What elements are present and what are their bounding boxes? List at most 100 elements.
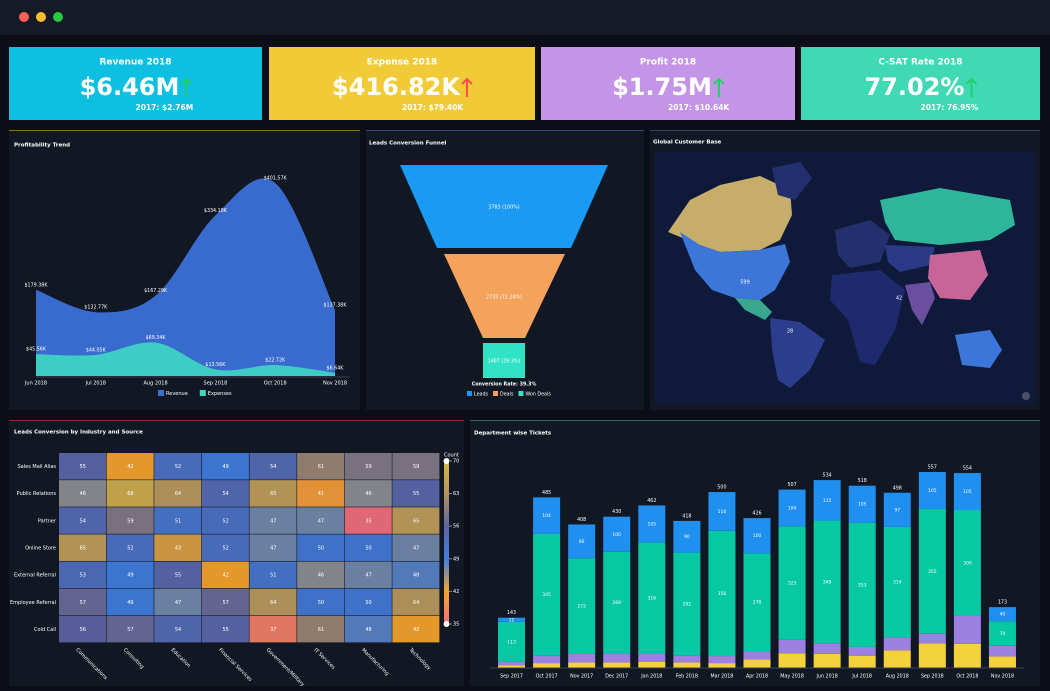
bar-segment <box>708 492 736 531</box>
bar-segment <box>848 522 876 647</box>
maximize-button[interactable] <box>53 12 63 22</box>
heat-cell <box>249 615 297 643</box>
data-label: 3783 (100%) <box>488 205 519 211</box>
funnel-stage <box>444 254 565 338</box>
cell-label: 55 <box>80 464 86 470</box>
greenland[interactable] <box>772 162 812 200</box>
bar-segment <box>673 552 701 656</box>
cell-label: 53 <box>80 573 86 579</box>
trend-arrow <box>180 77 193 97</box>
cell-label: 64 <box>413 600 419 606</box>
heat-cell <box>106 561 154 589</box>
colorbar-tick-label: 56 <box>453 524 459 530</box>
heat-cell <box>201 615 249 643</box>
map-label: 42 <box>896 296 902 302</box>
heat-cell <box>154 588 202 616</box>
africa[interactable] <box>830 270 905 365</box>
data-label: 105 <box>858 502 867 508</box>
heat-cell <box>392 534 440 561</box>
bar-segment <box>883 526 911 638</box>
cell-label: 50 <box>318 546 324 552</box>
row-label: Employee Referral <box>10 600 56 606</box>
colorbar <box>444 461 449 624</box>
data-label: 115 <box>823 498 832 504</box>
heat-cell <box>249 507 297 534</box>
russia[interactable] <box>880 188 1015 245</box>
heat-cell <box>344 480 392 507</box>
data-label: 104 <box>788 505 797 511</box>
heat-cell <box>201 588 249 616</box>
bar-segment <box>953 615 981 644</box>
bar-segment <box>533 533 561 656</box>
bar-segment <box>673 655 701 663</box>
data-label: 2733 (72.24%) <box>486 295 522 301</box>
colorbar-handle[interactable] <box>443 621 450 627</box>
trend-arrow <box>965 77 978 97</box>
total-label: 500 <box>717 485 726 491</box>
row-label: External Referral <box>14 573 56 579</box>
heat-cell <box>201 534 249 561</box>
heat-cell <box>154 453 202 480</box>
cell-label: 65 <box>270 491 276 497</box>
map-label: 28 <box>787 329 793 335</box>
x-tick-label: Aug 2018 <box>886 674 909 680</box>
cell-label: 48 <box>413 573 419 579</box>
colorbar-tick-label: 35 <box>453 622 459 628</box>
heat-cell <box>344 534 392 561</box>
cell-label: 37 <box>270 627 276 633</box>
heat-cell <box>154 480 202 507</box>
cell-label: 41 <box>318 491 324 497</box>
bar-segment <box>708 663 736 668</box>
bar-segment <box>743 659 771 668</box>
minimize-button[interactable] <box>36 12 46 22</box>
usa[interactable] <box>680 232 790 300</box>
close-button[interactable] <box>19 12 29 22</box>
china[interactable] <box>928 250 988 300</box>
total-label: 430 <box>612 509 621 515</box>
cell-label: 64 <box>270 600 276 606</box>
colorbar-handle[interactable] <box>443 458 450 464</box>
x-tick-label: Oct 2018 <box>264 381 287 387</box>
data-label: 272 <box>577 604 586 610</box>
data-label: $167.29K <box>144 288 168 294</box>
mexico[interactable] <box>735 298 772 320</box>
annotation: Conversion Rate: 39.3% <box>472 382 537 388</box>
x-tick-label: Dec 2017 <box>605 674 628 680</box>
funnel-stage <box>483 343 525 378</box>
bar-segment <box>673 662 701 668</box>
cell-label: 55 <box>175 573 181 579</box>
kpi-card <box>801 47 1040 120</box>
bar-segment <box>988 621 1016 646</box>
australia[interactable] <box>955 330 1002 368</box>
colorbar-title: Count <box>444 453 459 459</box>
cell-label: 65 <box>80 546 86 552</box>
cell-label: 55 <box>413 491 419 497</box>
central-asia[interactable] <box>885 245 935 272</box>
cell-label: 61 <box>318 464 324 470</box>
heat-cell <box>59 480 107 507</box>
cell-label: 59 <box>413 464 419 470</box>
panel-border <box>366 130 644 131</box>
heat-cell <box>392 480 440 507</box>
heat-cell <box>201 561 249 589</box>
total-label: 408 <box>577 517 586 523</box>
cell-label: 54 <box>223 491 229 497</box>
bar-segment <box>848 485 876 523</box>
india[interactable] <box>905 282 935 325</box>
cell-label: 47 <box>175 600 181 606</box>
kpi-value: $1.75M <box>612 73 712 101</box>
data-label: 356 <box>718 591 727 597</box>
canada[interactable] <box>668 176 792 252</box>
map-reset-button[interactable] <box>1022 392 1030 400</box>
x-tick-label: Jul 2018 <box>851 674 872 680</box>
south-america[interactable] <box>770 318 825 388</box>
panel-title: Profitability Trend <box>14 143 70 149</box>
data-label: 113 <box>507 639 516 645</box>
bar-segment <box>778 653 806 668</box>
data-label: 292 <box>683 601 692 607</box>
data-label: 289 <box>612 600 621 606</box>
europe[interactable] <box>835 220 890 268</box>
heat-cell <box>201 507 249 534</box>
data-label: 100 <box>753 533 762 539</box>
